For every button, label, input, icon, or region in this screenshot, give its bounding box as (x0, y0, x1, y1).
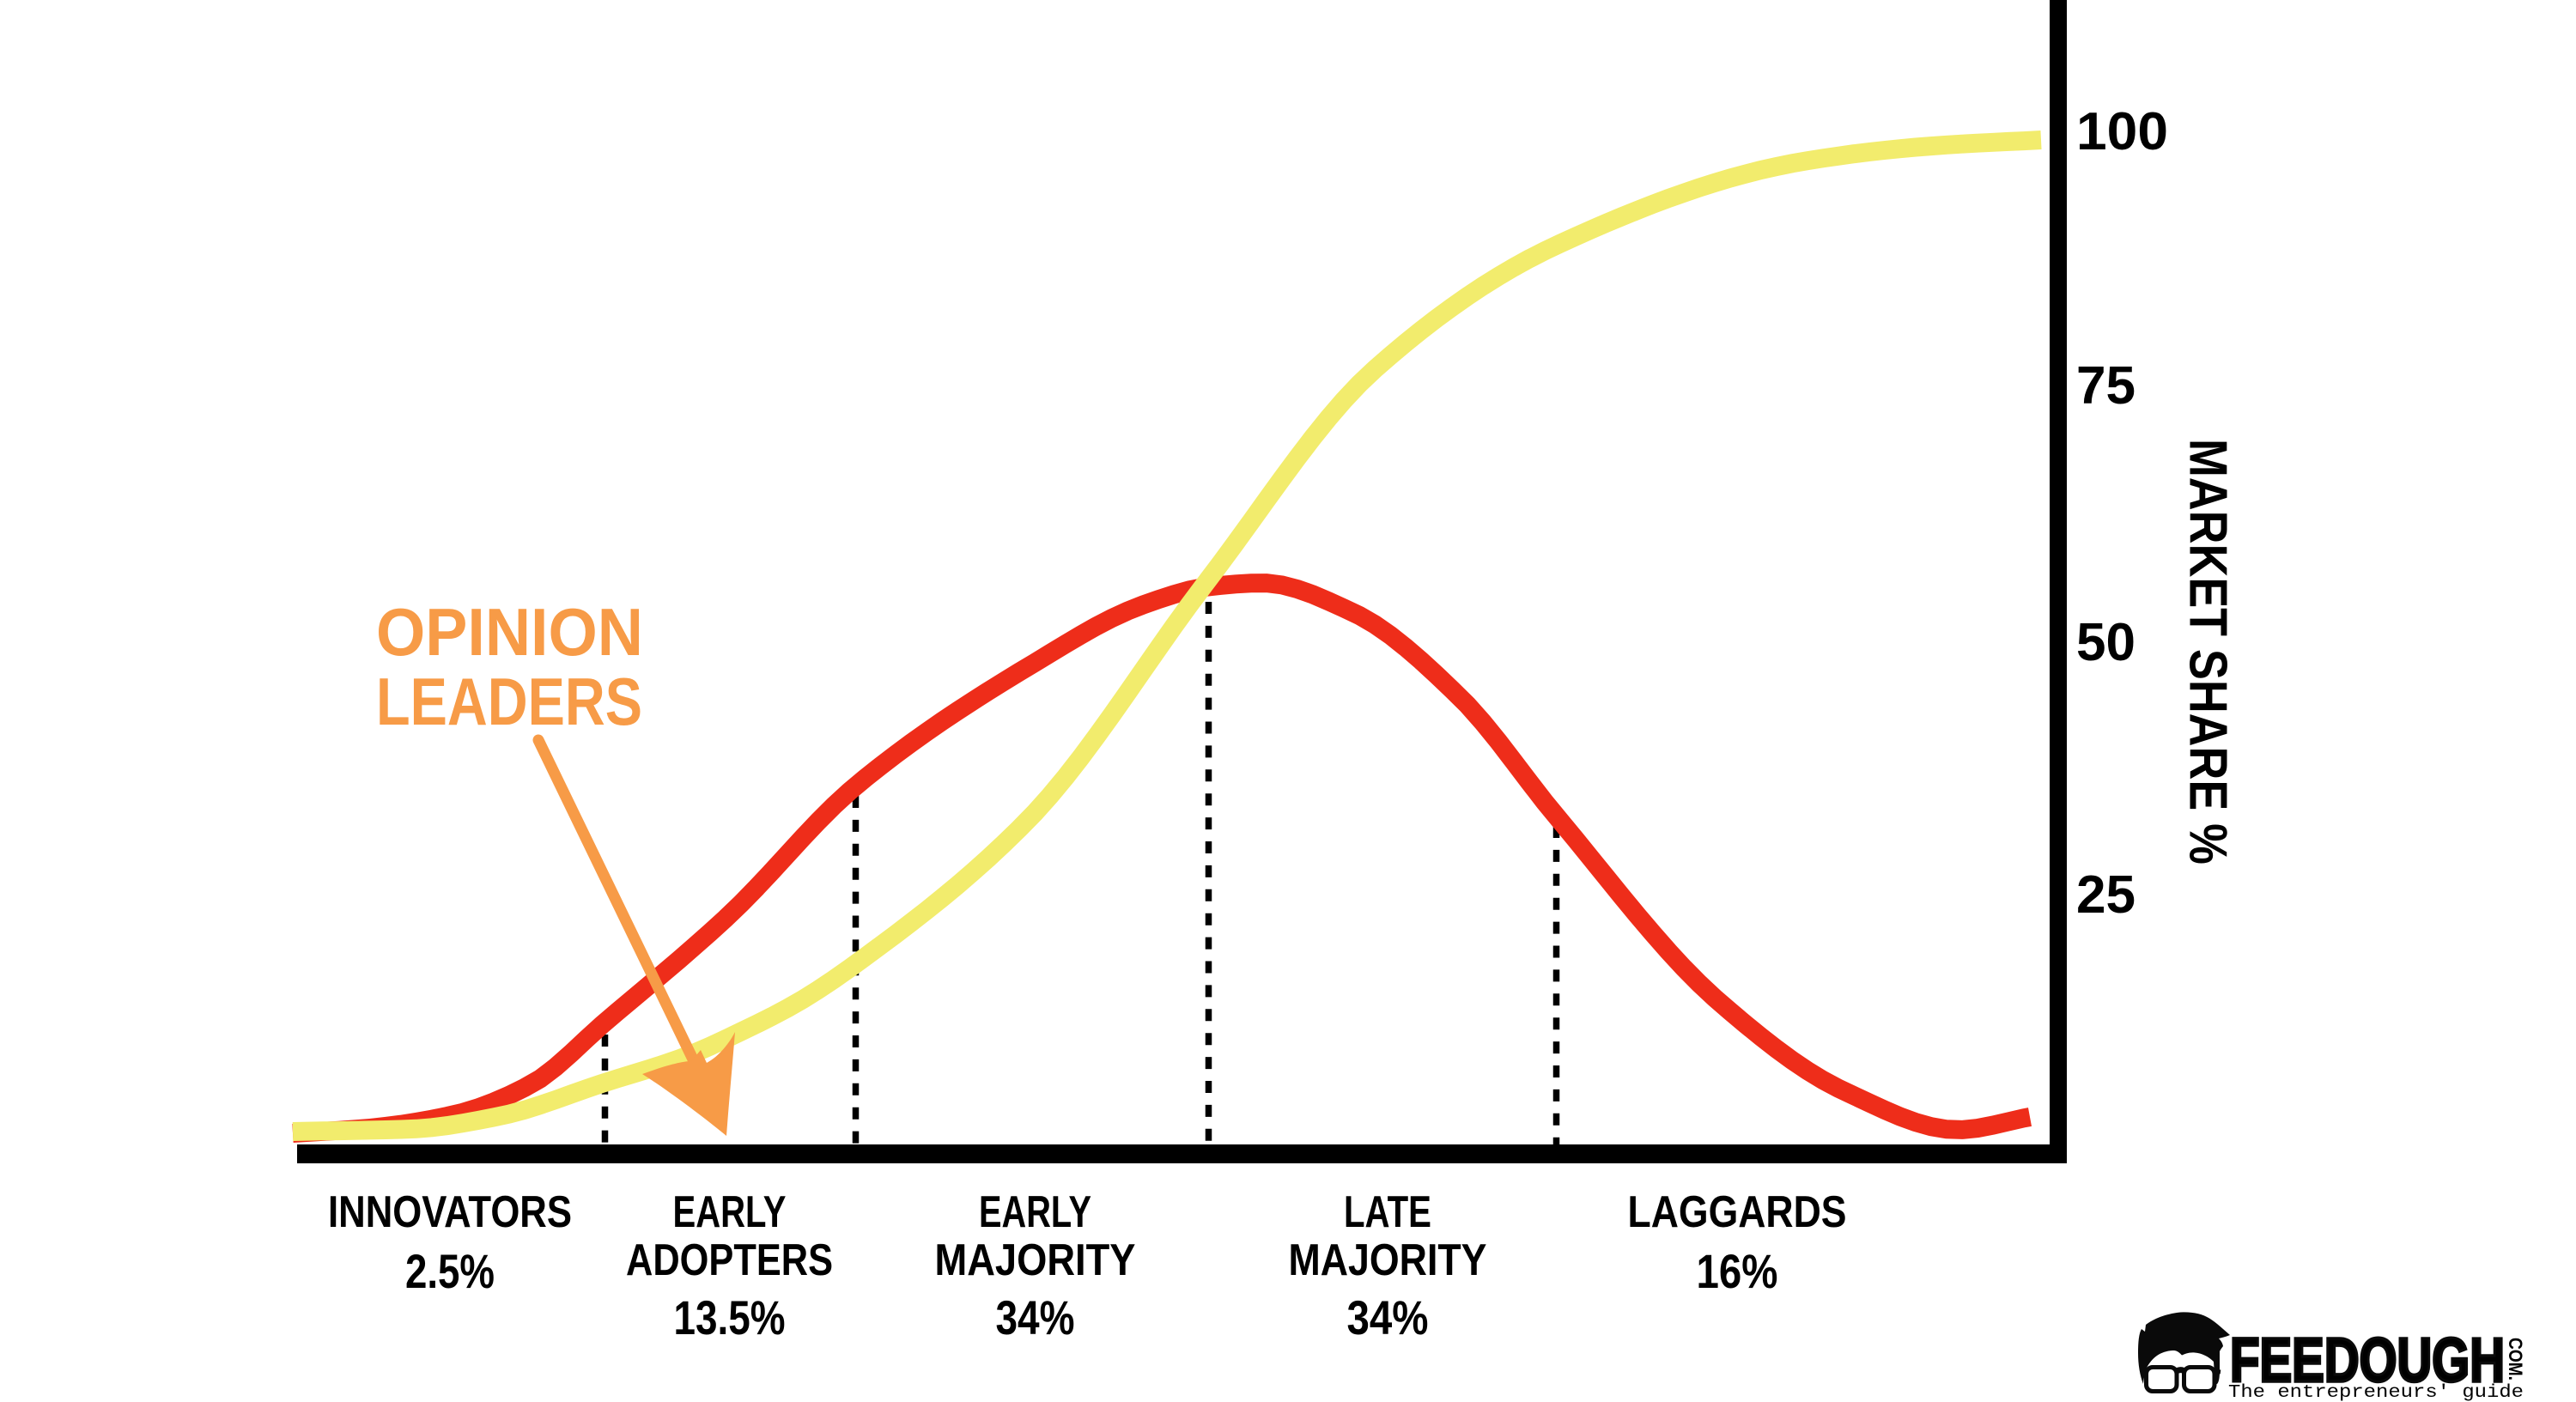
svg-text:25: 25 (2076, 865, 2136, 925)
svg-text:50: 50 (2076, 613, 2136, 672)
svg-text:The entrepreneurs' guide: The entrepreneurs' guide (2228, 1383, 2524, 1402)
svg-text:2.5%: 2.5% (405, 1244, 495, 1298)
svg-text:100: 100 (2076, 102, 2168, 161)
svg-text:INNOVATORS: INNOVATORS (328, 1187, 572, 1237)
svg-text:EARLY: EARLY (673, 1187, 787, 1237)
svg-text:OPINION: OPINION (376, 594, 643, 670)
svg-text:MAJORITY: MAJORITY (935, 1235, 1136, 1285)
svg-text:FEEDOUGH: FEEDOUGH (2230, 1326, 2505, 1395)
svg-text:COM.: COM. (2505, 1338, 2526, 1381)
svg-text:EARLY: EARLY (979, 1187, 1091, 1237)
svg-text:LATE: LATE (1344, 1187, 1431, 1237)
svg-text:34%: 34% (1347, 1290, 1429, 1344)
svg-text:MAJORITY: MAJORITY (1289, 1235, 1487, 1285)
svg-text:75: 75 (2076, 356, 2136, 416)
svg-text:16%: 16% (1697, 1244, 1778, 1298)
svg-text:MARKET SHARE %: MARKET SHARE % (2178, 439, 2238, 865)
svg-text:LAGGARDS: LAGGARDS (1628, 1187, 1847, 1237)
svg-text:13.5%: 13.5% (674, 1290, 786, 1344)
svg-text:34%: 34% (996, 1290, 1075, 1344)
svg-text:LEADERS: LEADERS (376, 664, 642, 739)
svg-text:ADOPTERS: ADOPTERS (626, 1235, 833, 1285)
